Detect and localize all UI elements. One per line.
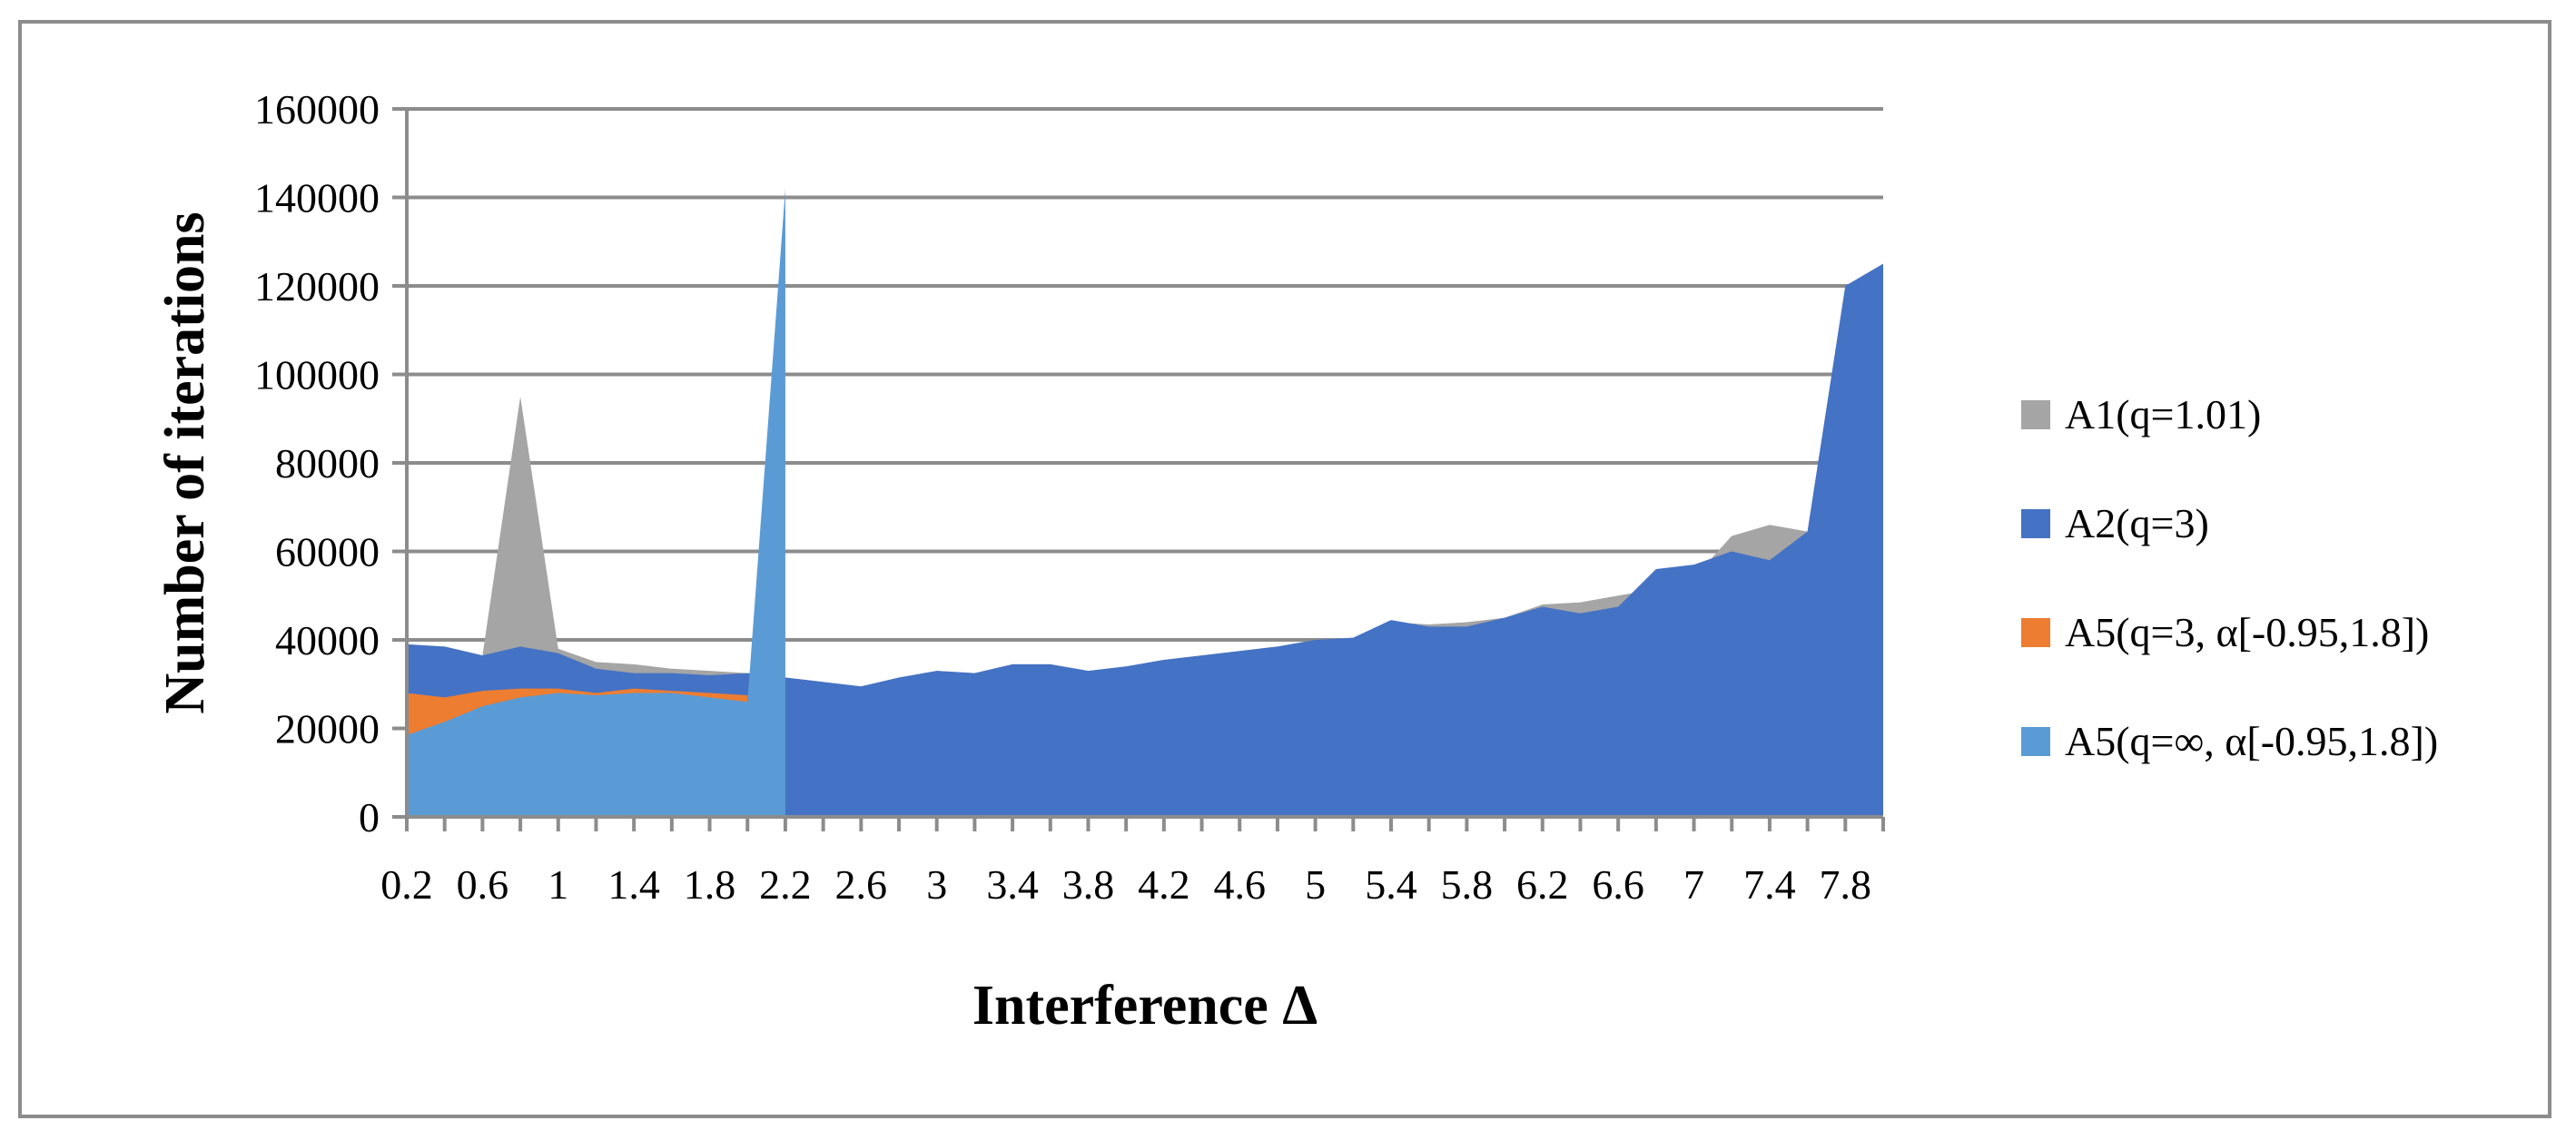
series-areas	[407, 188, 1883, 817]
legend: A1(q=1.01) A2(q=3) A5(q=3, α[-0.95,1.8]) A5…	[2021, 391, 2438, 764]
x-tick-label: 7	[1683, 861, 1704, 908]
y-tick-labels: 0 20000 40000 60000 80000 100000 120000 140000 1…	[254, 86, 380, 840]
y-tick-label: 160000	[254, 86, 380, 133]
x-tick-label: 4.6	[1213, 861, 1266, 908]
legend-label: A2(q=3)	[2065, 500, 2209, 546]
x-tick-labels: 0.2 0.6 1 1.4 1.8 2.2 2.6 3 3.4 3.8 4.2 4.6 5 5.4 5.8 6…	[380, 861, 1871, 908]
x-tick-label: 6.6	[1592, 861, 1644, 908]
legend-label: A5(q=3, α[-0.95,1.8])	[2065, 609, 2429, 655]
chart-frame: 0 20000 40000 60000 80000 100000 120000 140000 1…	[18, 20, 2551, 1118]
x-tick-label: 2.2	[759, 861, 812, 908]
y-tick-label: 40000	[275, 617, 380, 663]
area-chart: 0 20000 40000 60000 80000 100000 120000 140000 1…	[154, 86, 2438, 1037]
x-tick-label: 0.6	[457, 861, 509, 908]
x-tick-label: 2.6	[835, 861, 888, 908]
x-tick-label: 5.4	[1365, 861, 1417, 908]
x-tick-label: 0.2	[380, 861, 433, 908]
y-tick-label: 20000	[275, 706, 380, 752]
x-tick-label: 6.2	[1516, 861, 1569, 908]
legend-label: A1(q=1.01)	[2065, 391, 2261, 437]
y-tick-label: 60000	[275, 529, 380, 575]
x-tick-label: 5.8	[1441, 861, 1494, 908]
area-series-4	[407, 188, 785, 817]
axes	[405, 109, 1885, 831]
y-tick-label: 80000	[275, 440, 380, 486]
y-tick-label: 0	[359, 794, 380, 840]
x-tick-label: 5	[1305, 861, 1326, 908]
x-tick-label: 3.8	[1062, 861, 1115, 908]
x-tick-label: 1.4	[607, 861, 660, 908]
legend-swatch	[2021, 400, 2050, 429]
x-tick-label: 3.4	[986, 861, 1039, 908]
legend-swatch	[2021, 509, 2050, 538]
x-axis-title: Interference Δ	[972, 975, 1318, 1037]
x-tick-label: 3	[926, 861, 947, 908]
x-tick-label: 1	[548, 861, 568, 908]
y-tick-label: 120000	[254, 263, 380, 310]
x-tick-label: 4.2	[1138, 861, 1190, 908]
legend-label: A5(q=∞, α[-0.95,1.8])	[2065, 718, 2438, 764]
y-tick-label: 140000	[254, 175, 380, 221]
x-tick-label: 1.8	[684, 861, 736, 908]
legend-swatch	[2021, 727, 2050, 756]
legend-swatch	[2021, 618, 2050, 647]
y-axis-title: Number of iterations	[154, 211, 216, 713]
x-tick-label: 7.4	[1743, 861, 1796, 908]
y-tick-label: 100000	[254, 352, 380, 398]
x-tick-label: 7.8	[1820, 861, 1872, 908]
